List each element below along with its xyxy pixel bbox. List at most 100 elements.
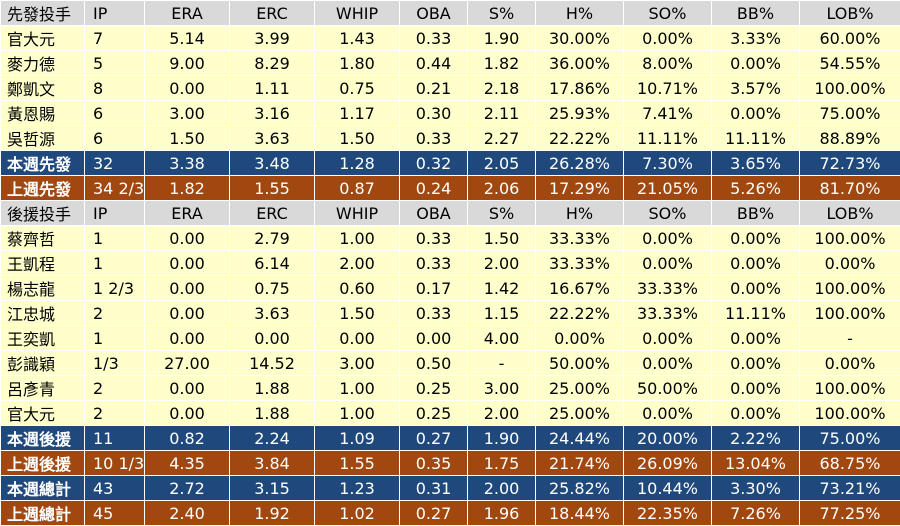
cell-so-pct: 33.33% [624,301,712,326]
cell-whip: 1.50 [315,126,400,151]
cell-h-pct: 22.22% [536,126,624,151]
cell-s-pct: 2.00 [468,401,536,426]
cell-oba: 0.33 [400,226,468,251]
cell-era: 1.82 [145,176,230,201]
cell-h-pct: 25.93% [536,101,624,126]
cell-bb-pct: 11.11% [712,126,800,151]
cell-oba: 0.30 [400,101,468,126]
cell-name: 吳哲源 [1,126,85,151]
cell-oba: 0.44 [400,51,468,76]
header-cell-oba: OBA [400,201,468,226]
cell-so-pct: 0.00% [624,251,712,276]
cell-so-pct: 22.35% [624,501,712,526]
cell-name: 麥力德 [1,51,85,76]
cell-era: 3.00 [145,101,230,126]
cell-s-pct: 1.50 [468,226,536,251]
cell-ip: 1 [85,226,145,251]
cell-h-pct: 0.00% [536,326,624,351]
cell-ip: 2 [85,401,145,426]
cell-era: 0.00 [145,376,230,401]
cell-s-pct: 2.00 [468,251,536,276]
cell-oba: 0.35 [400,451,468,476]
cell-oba: 0.00 [400,326,468,351]
cell-era: 4.35 [145,451,230,476]
cell-era: 2.40 [145,501,230,526]
header-cell-ip: IP [85,201,145,226]
cell-oba: 0.50 [400,351,468,376]
cell-whip: 1.50 [315,301,400,326]
cell-h-pct: 33.33% [536,226,624,251]
cell-s-pct: 1.96 [468,501,536,526]
cell-whip: 0.00 [315,326,400,351]
cell-erc: 3.15 [230,476,315,501]
cell-whip: 1.17 [315,101,400,126]
cell-era: 9.00 [145,51,230,76]
cell-s-pct: 2.00 [468,476,536,501]
cell-so-pct: 10.44% [624,476,712,501]
header-cell-h-pct: H% [536,201,624,226]
cell-oba: 0.24 [400,176,468,201]
cell-so-pct: 20.00% [624,426,712,451]
cell-lob-pct: 81.70% [800,176,900,201]
cell-bb-pct: 3.30% [712,476,800,501]
cell-h-pct: 26.28% [536,151,624,176]
cell-era: 5.14 [145,26,230,51]
cell-bb-pct: 2.22% [712,426,800,451]
cell-era: 0.00 [145,301,230,326]
cell-erc: 2.24 [230,426,315,451]
cell-s-pct: 1.82 [468,51,536,76]
header-cell-bb-pct: BB% [712,1,800,26]
cell-oba: 0.17 [400,276,468,301]
cell-name: 官大元 [1,401,85,426]
cell-ip: 8 [85,76,145,101]
cell-ip: 6 [85,101,145,126]
cell-era: 0.00 [145,276,230,301]
cell-erc: 3.84 [230,451,315,476]
header-cell-lob-pct: LOB% [800,201,900,226]
cell-h-pct: 30.00% [536,26,624,51]
cell-oba: 0.25 [400,401,468,426]
cell-ip: 1/3 [85,351,145,376]
cell-whip: 3.00 [315,351,400,376]
cell-lob-pct: 100.00% [800,226,900,251]
header-cell-s-pct: S% [468,201,536,226]
cell-lob-pct: 100.00% [800,376,900,401]
header-cell-lob-pct: LOB% [800,1,900,26]
cell-ip: 7 [85,26,145,51]
cell-ip: 1 2/3 [85,276,145,301]
cell-erc: 3.99 [230,26,315,51]
cell-oba: 0.33 [400,301,468,326]
cell-name: 王奕凱 [1,326,85,351]
cell-s-pct: 1.42 [468,276,536,301]
cell-h-pct: 50.00% [536,351,624,376]
cell-ip: 2 [85,301,145,326]
cell-so-pct: 33.33% [624,276,712,301]
cell-whip: 1.00 [315,401,400,426]
cell-ip: 11 [85,426,145,451]
cell-s-pct: 1.15 [468,301,536,326]
cell-bb-pct: 7.26% [712,501,800,526]
cell-h-pct: 17.29% [536,176,624,201]
cell-h-pct: 25.00% [536,401,624,426]
cell-name: 官大元 [1,26,85,51]
cell-oba: 0.31 [400,476,468,501]
cell-s-pct: 2.05 [468,151,536,176]
cell-ip: 34 2/3 [85,176,145,201]
cell-whip: 1.09 [315,426,400,451]
cell-whip: 0.87 [315,176,400,201]
cell-erc: 1.88 [230,376,315,401]
cell-ip: 10 1/3 [85,451,145,476]
cell-h-pct: 33.33% [536,251,624,276]
cell-era: 3.38 [145,151,230,176]
cell-so-pct: 0.00% [624,326,712,351]
